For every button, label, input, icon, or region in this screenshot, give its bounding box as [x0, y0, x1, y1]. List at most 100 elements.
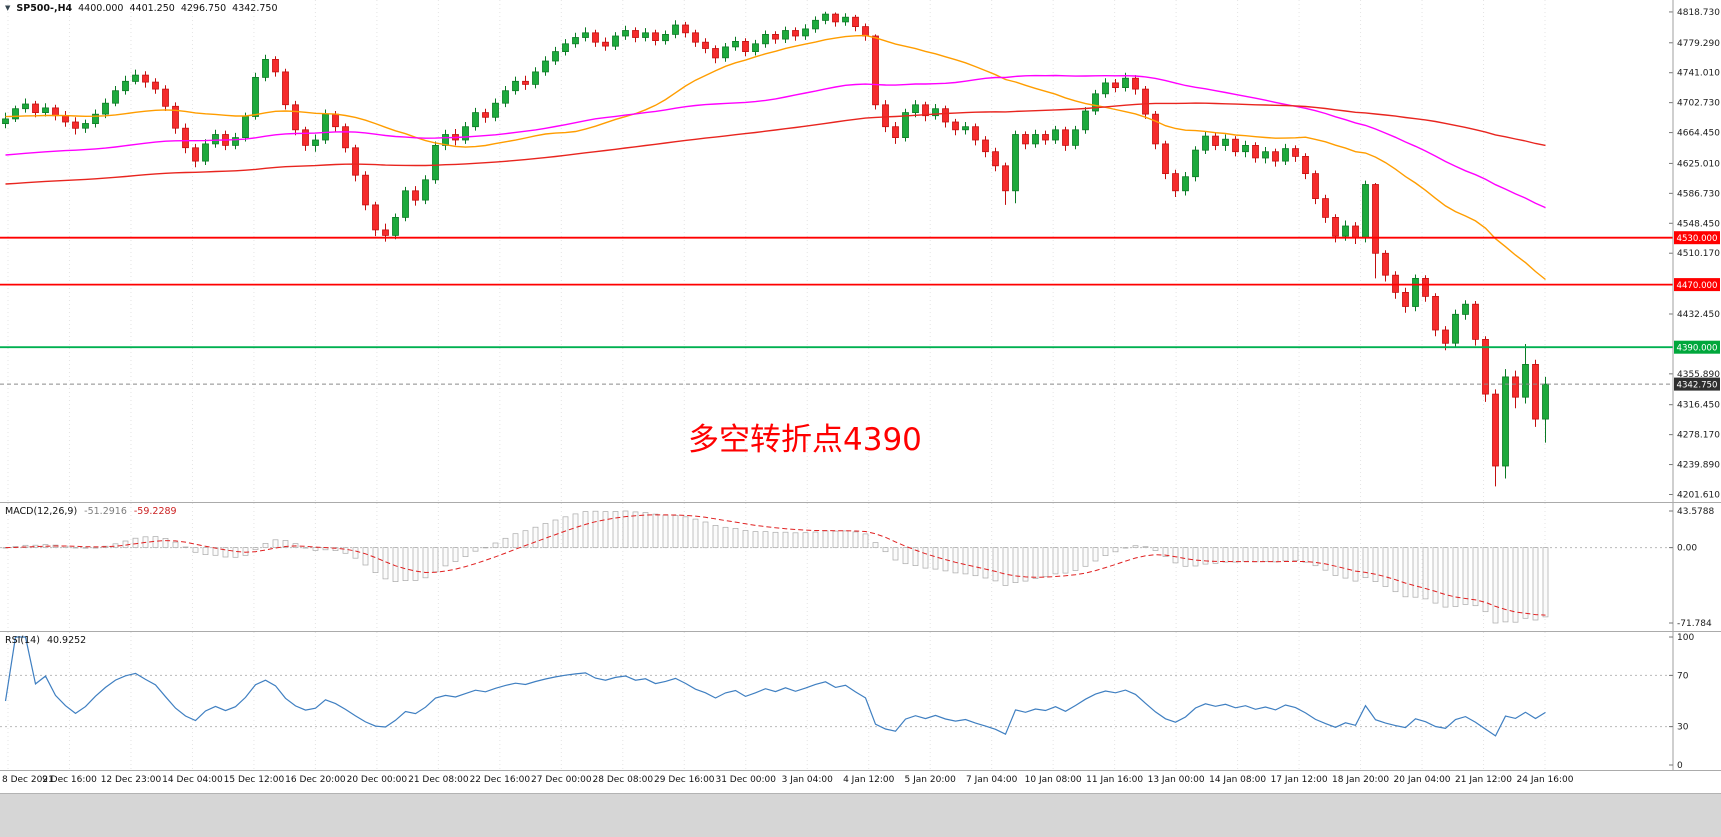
macd-bar	[732, 528, 739, 548]
macd-bar	[442, 547, 449, 567]
macd-axis[interactable]	[1673, 503, 1721, 631]
macd-bar	[1432, 547, 1439, 604]
symbol-dropdown-icon[interactable]: ▼	[5, 4, 11, 12]
candle-body	[1312, 173, 1319, 200]
candle-body	[42, 107, 49, 114]
macd-bar	[472, 547, 479, 552]
macd-bar	[1452, 547, 1459, 607]
macd-bar	[172, 541, 179, 548]
macd-bar	[202, 547, 209, 555]
candle-body	[1342, 225, 1349, 237]
time-axis-label: 20 Dec 00:00	[346, 775, 408, 785]
ohlc-open: 4400.000	[78, 3, 124, 14]
macd-bar	[182, 546, 189, 548]
macd-bar	[1182, 547, 1189, 567]
candle-body	[1252, 144, 1259, 159]
macd-bar	[1442, 547, 1449, 608]
macd-bar	[1522, 547, 1529, 619]
candle-body	[632, 30, 639, 38]
macd-bar	[252, 547, 259, 551]
main-chart-panel: 4818.730 4779.290 4741.010 4702.730 4664.450…	[0, 0, 1721, 503]
macd-bar	[872, 542, 879, 548]
candle-body	[372, 204, 379, 231]
candle-body	[502, 90, 509, 104]
price-axis-label: 4355.890	[1677, 370, 1720, 380]
candle-body	[32, 103, 39, 114]
macd-bar	[1472, 547, 1479, 607]
time-axis-label: 17 Jan 12:00	[1270, 775, 1328, 785]
macd-bar	[712, 525, 719, 548]
candle-body	[802, 28, 809, 37]
rsi-chart[interactable]: 100 70 30 0	[0, 632, 1721, 770]
time-axis[interactable]: 8 Dec 2021 9 Dec 16:00 12 Dec 23:00 14 Dec …	[0, 771, 1721, 793]
candle-body	[1062, 129, 1069, 146]
time-axis-label: 16 Dec 20:00	[285, 775, 346, 785]
macd-bar	[832, 530, 839, 548]
time-axis-label: 11 Jan 16:00	[1086, 775, 1144, 785]
macd-bar	[662, 514, 669, 548]
candle-body	[402, 190, 409, 218]
macd-bar	[342, 547, 349, 554]
macd-bar	[362, 547, 369, 566]
candle-body	[182, 127, 189, 149]
macd-bar	[462, 547, 469, 557]
candle-body	[752, 43, 759, 52]
candle-body	[712, 48, 719, 59]
time-axis-label: 24 Jan 16:00	[1516, 775, 1574, 785]
ma-line-120	[5, 102, 1546, 185]
candle-body	[952, 121, 959, 131]
candle-body	[642, 32, 649, 38]
annotation-text[interactable]: 多空转折点4390	[688, 422, 922, 458]
candle-body	[1122, 77, 1129, 88]
time-axis-label: 9 Dec 16:00	[42, 775, 97, 785]
candle-body	[1072, 129, 1079, 146]
macd-bar	[1112, 547, 1119, 553]
macd-bar	[162, 538, 169, 548]
price-axis[interactable]	[1673, 0, 1721, 502]
price-axis-label: 4741.010	[1677, 69, 1720, 79]
price-badge	[1674, 231, 1720, 245]
macd-bar	[912, 547, 919, 566]
macd-bar	[1062, 547, 1069, 574]
candle-body	[622, 30, 629, 37]
macd-bar	[1002, 547, 1009, 586]
candle-body	[842, 16, 849, 23]
candle-body	[212, 134, 219, 145]
candle-body	[462, 126, 469, 141]
candle-body	[62, 115, 69, 123]
candle-body	[1182, 176, 1189, 192]
macd-bar	[1372, 547, 1379, 582]
candle-body	[1232, 138, 1239, 153]
rsi-axis[interactable]	[1673, 632, 1721, 770]
candle-body	[992, 151, 999, 167]
macd-bar	[1262, 547, 1269, 562]
candle-body	[1442, 329, 1449, 344]
candle-body	[582, 32, 589, 38]
macd-bar	[1052, 547, 1059, 575]
candle-body	[1042, 134, 1049, 141]
candle-body	[1352, 225, 1359, 239]
macd-chart[interactable]: 43.5788 0.00 -71.784	[0, 503, 1721, 631]
candle-body	[652, 32, 659, 41]
main-chart[interactable]: 4818.730 4779.290 4741.010 4702.730 4664.450…	[0, 0, 1721, 502]
candle-body	[112, 90, 119, 104]
macd-bar	[752, 531, 759, 548]
macd-signal-value: -59.2289	[133, 506, 177, 517]
axis-label: -71.784	[1677, 619, 1712, 629]
candle-body	[302, 129, 309, 146]
bottom-bar	[0, 793, 1721, 837]
macd-bar	[902, 547, 909, 565]
candle-body	[682, 24, 689, 34]
candle-body	[342, 126, 349, 149]
macd-bar	[1282, 547, 1289, 562]
symbol-info: ▼ SP500-,H4 4400.000 4401.250 4296.750 4…	[5, 3, 278, 14]
macd-bar	[1342, 547, 1349, 579]
macd-bar	[812, 531, 819, 548]
rsi-label: RSI(14)	[5, 635, 40, 646]
candle-body	[1522, 363, 1529, 398]
price-axis-label: 4432.450	[1677, 310, 1720, 320]
candle-body	[602, 41, 609, 47]
candle-body	[382, 229, 389, 236]
macd-bar	[1492, 547, 1499, 624]
macd-bar	[1242, 547, 1249, 562]
